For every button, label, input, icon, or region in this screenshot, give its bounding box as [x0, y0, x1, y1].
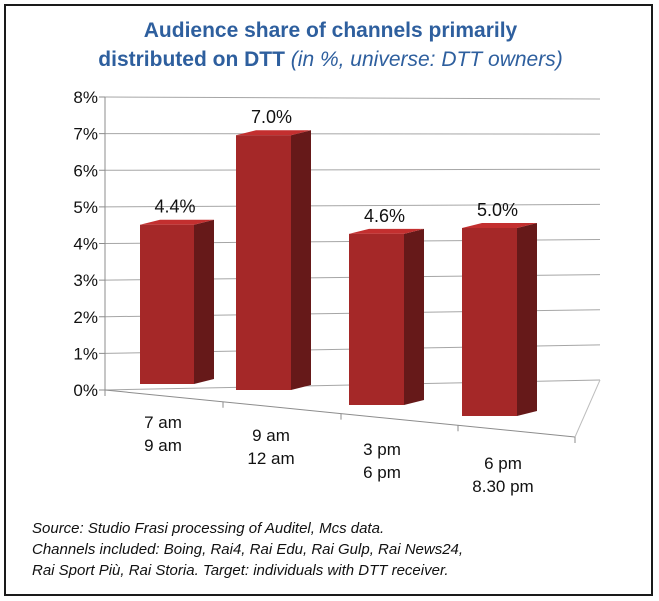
x-category-label: 9 am	[144, 436, 182, 455]
data-label: 4.4%	[154, 197, 195, 217]
y-tick-label: 1%	[73, 344, 98, 363]
x-category-label: 12 am	[247, 449, 294, 468]
chart-title-line2: distributed on DTT (in %, universe: DTT …	[6, 45, 655, 74]
x-category-label: 8.30 pm	[472, 477, 533, 496]
y-tick-label: 0%	[73, 381, 98, 400]
bar	[236, 135, 291, 390]
y-tick-label: 5%	[73, 198, 98, 217]
floor-edge	[104, 389, 576, 438]
data-label: 4.6%	[364, 206, 405, 226]
data-label: 7.0%	[251, 107, 292, 127]
chart-frame: Audience share of channels primarily dis…	[4, 4, 653, 596]
y-tick-label: 6%	[73, 161, 98, 180]
bar-top	[462, 223, 537, 228]
source-line-3: Rai Sport Più, Rai Storia. Target: indiv…	[32, 562, 449, 579]
x-category-label: 6 pm	[484, 454, 522, 473]
y-tick-label: 7%	[73, 125, 98, 144]
x-category-label: 6 pm	[363, 463, 401, 482]
data-label: 5.0%	[477, 200, 518, 220]
bar-top	[349, 228, 424, 234]
bar-side	[291, 130, 311, 390]
chart-title: Audience share of channels primarily dis…	[6, 16, 655, 74]
chart-subtitle: (in %, universe: DTT owners)	[290, 48, 563, 71]
bar-top	[140, 219, 214, 225]
y-tick-label: 4%	[73, 235, 98, 254]
source-line-2: Channels included: Boing, Rai4, Rai Edu,…	[32, 541, 464, 558]
y-tick-label: 2%	[73, 308, 98, 327]
chart-title-line1: Audience share of channels primarily	[143, 19, 518, 42]
source-note: Source: Studio Frasi processing of Audit…	[32, 518, 652, 581]
gridline	[104, 96, 601, 100]
y-tick-label: 3%	[73, 271, 98, 290]
floor-edge-right	[574, 379, 601, 438]
y-tick-label: 8%	[73, 88, 98, 107]
bar	[349, 233, 404, 405]
x-category-label: 9 am	[252, 426, 290, 445]
bar	[140, 224, 194, 384]
bar-side	[517, 223, 537, 416]
gridline	[104, 168, 601, 171]
bar-side	[404, 228, 424, 405]
x-category-label: 7 am	[144, 413, 182, 432]
chart-title-main: distributed on DTT	[98, 48, 285, 71]
gridline	[104, 203, 601, 208]
gridline	[104, 133, 601, 135]
x-category-label: 3 pm	[363, 440, 401, 459]
bar-top	[236, 130, 311, 136]
source-line-1: Source: Studio Frasi processing of Audit…	[32, 520, 385, 537]
bar-side	[194, 219, 214, 384]
bar	[462, 228, 517, 416]
